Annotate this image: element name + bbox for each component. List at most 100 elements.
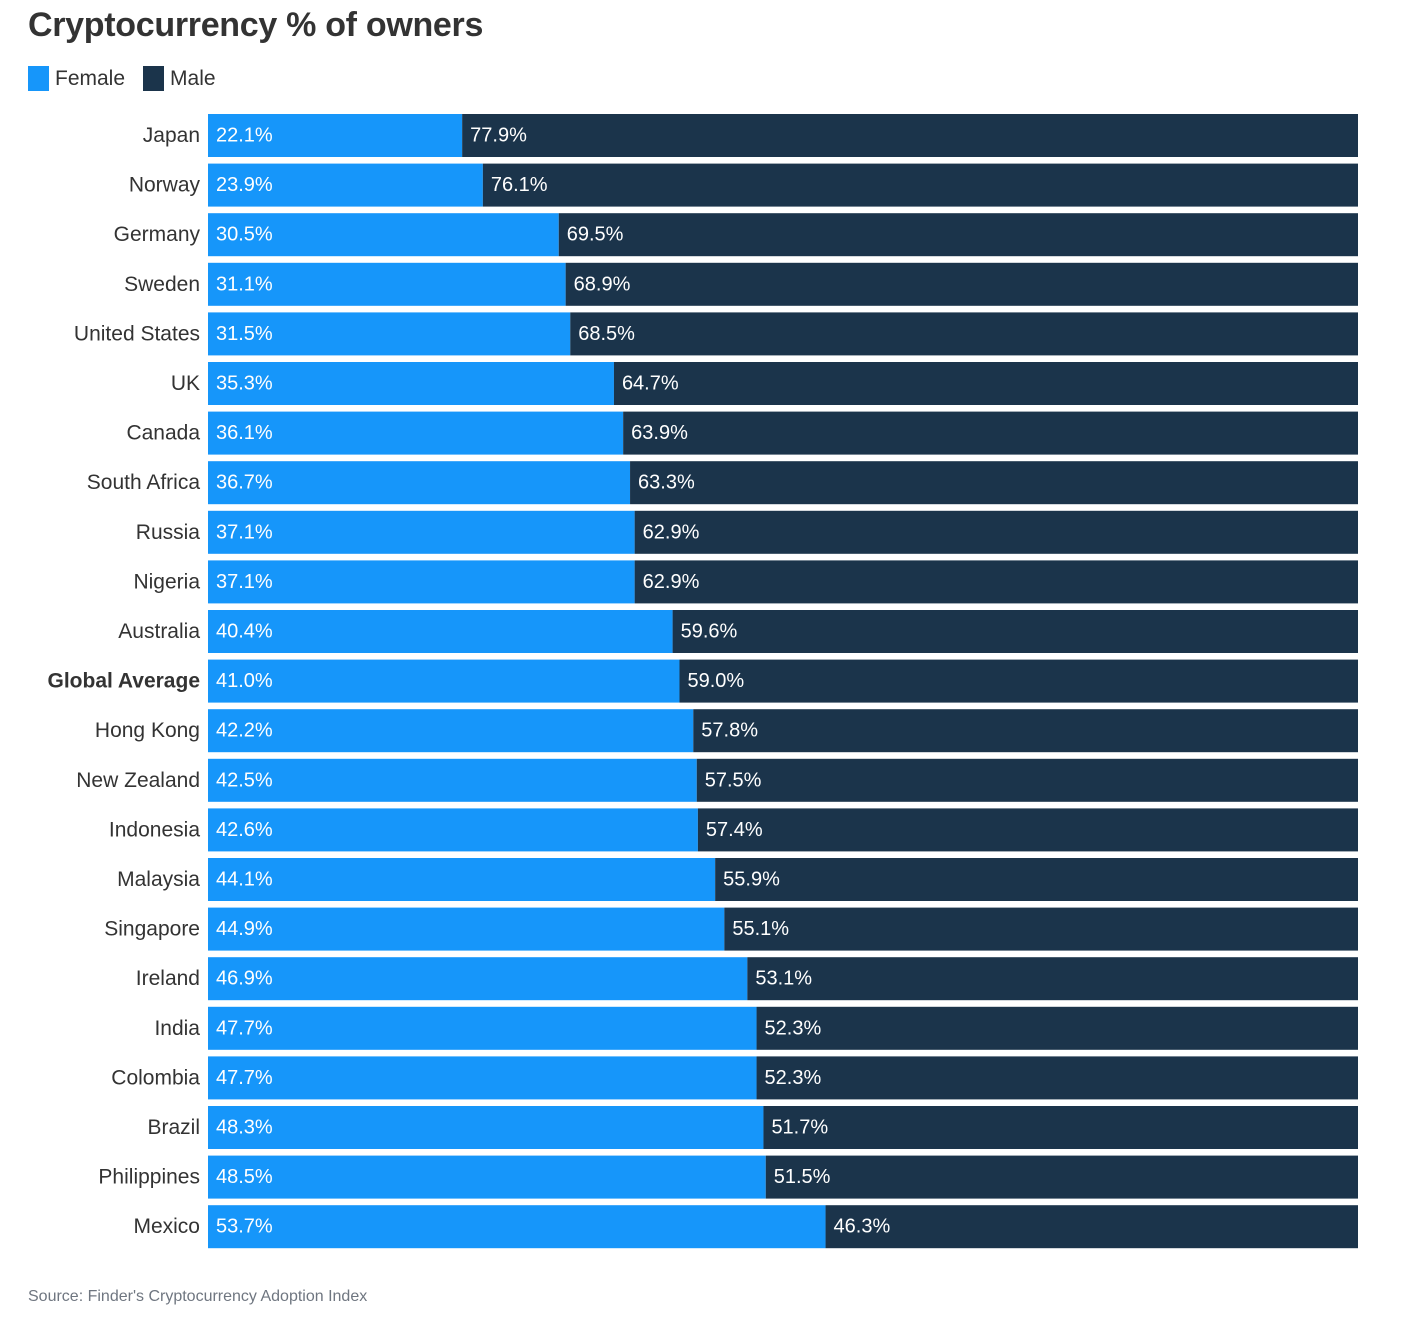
bar-female-south-africa[interactable] [208,461,631,505]
bar-female-norway[interactable] [208,163,483,207]
bar-female-indonesia[interactable] [208,808,698,852]
data-label-male-canada: 63.9% [631,422,688,444]
category-label-japan: Japan [143,124,200,147]
data-label-male-singapore: 55.1% [732,918,789,940]
data-label-female-singapore: 44.9% [216,918,273,940]
data-label-male-philippines: 51.5% [774,1166,831,1188]
data-label-female-south-africa: 36.7% [216,472,273,494]
data-label-female-canada: 36.1% [216,422,273,444]
category-label-global-average: Global Average [48,670,201,693]
legend-label-female: Female [55,66,126,90]
bar-female-new-zealand[interactable] [208,758,697,802]
category-label-hong-kong: Hong Kong [95,719,200,742]
bar-female-brazil[interactable] [208,1106,764,1149]
legend-swatch-female [28,66,49,91]
legend-label-male: Male [170,66,216,90]
bar-female-germany[interactable] [208,213,559,257]
category-label-ireland: Ireland [136,967,200,990]
category-label-philippines: Philippines [98,1166,200,1189]
bar-male-colombia[interactable] [756,1056,1358,1100]
data-label-female-indonesia: 42.6% [216,819,273,841]
bar-female-nigeria[interactable] [208,560,635,604]
data-label-female-nigeria: 37.1% [216,571,273,593]
data-label-male-indonesia: 57.4% [706,819,763,841]
bar-male-united-states[interactable] [570,312,1358,356]
bar-male-norway[interactable] [482,163,1359,207]
data-label-female-japan: 22.1% [216,125,273,147]
data-label-female-malaysia: 44.1% [216,869,273,891]
bar-male-ireland[interactable] [747,957,1358,1001]
data-label-female-uk: 35.3% [216,373,273,395]
legend-item-female[interactable]: Female [28,66,125,91]
data-label-female-global-average: 41.0% [216,670,273,692]
bar-male-new-zealand[interactable] [696,758,1358,802]
data-label-female-mexico: 53.7% [216,1216,273,1238]
data-label-male-uk: 64.7% [622,373,679,395]
data-label-male-mexico: 46.3% [834,1216,891,1238]
bar-female-japan[interactable] [208,114,463,157]
data-label-male-new-zealand: 57.5% [705,769,762,791]
bar-male-global-average[interactable] [679,659,1359,703]
bar-male-indonesia[interactable] [697,808,1358,852]
bar-female-hong-kong[interactable] [208,709,694,753]
bar-male-philippines[interactable] [765,1155,1358,1199]
bar-male-malaysia[interactable] [715,858,1358,901]
bar-female-uk[interactable] [208,362,614,405]
bar-female-malaysia[interactable] [208,858,716,901]
category-label-mexico: Mexico [133,1215,200,1238]
bar-male-mexico[interactable] [825,1205,1358,1249]
bar-male-sweden[interactable] [565,262,1358,306]
data-label-male-nigeria: 62.9% [643,571,700,593]
category-label-brazil: Brazil [147,1116,200,1139]
data-label-female-colombia: 47.7% [216,1067,273,1089]
data-label-male-japan: 77.9% [470,125,527,147]
data-label-female-norway: 23.9% [216,174,273,196]
bar-male-nigeria[interactable] [634,560,1358,604]
bar-male-germany[interactable] [558,213,1358,257]
category-label-colombia: Colombia [111,1066,200,1089]
bar-female-colombia[interactable] [208,1056,757,1100]
bar-female-global-average[interactable] [208,659,680,703]
bar-male-russia[interactable] [634,510,1358,554]
bar-female-singapore[interactable] [208,907,725,951]
bar-female-india[interactable] [208,1006,757,1050]
data-label-male-australia: 59.6% [681,621,738,643]
bar-male-brazil[interactable] [763,1106,1358,1149]
bar-male-hong-kong[interactable] [693,709,1358,753]
legend-item-male[interactable]: Male [143,66,216,91]
bar-female-mexico[interactable] [208,1205,826,1249]
category-label-nigeria: Nigeria [133,570,200,593]
category-label-india: India [154,1017,200,1040]
bar-female-canada[interactable] [208,411,624,455]
data-label-female-australia: 40.4% [216,621,273,643]
bar-male-singapore[interactable] [724,907,1358,951]
category-label-south-africa: South Africa [87,471,201,494]
data-label-female-russia: 37.1% [216,521,273,543]
category-label-singapore: Singapore [104,918,200,941]
bar-male-canada[interactable] [623,411,1358,455]
data-label-male-norway: 76.1% [491,174,548,196]
bar-female-united-states[interactable] [208,312,571,356]
bar-female-australia[interactable] [208,610,673,653]
category-label-russia: Russia [136,521,201,544]
data-label-female-new-zealand: 42.5% [216,769,273,791]
bar-male-australia[interactable] [672,610,1358,653]
category-label-malaysia: Malaysia [117,868,200,891]
data-label-male-global-average: 59.0% [688,670,745,692]
bar-male-uk[interactable] [613,362,1358,405]
bar-female-ireland[interactable] [208,957,748,1001]
data-label-male-sweden: 68.9% [574,273,631,295]
data-label-female-brazil: 48.3% [216,1117,273,1139]
bar-male-india[interactable] [756,1006,1358,1050]
bar-male-japan[interactable] [462,114,1358,157]
data-label-female-philippines: 48.5% [216,1166,273,1188]
bar-male-south-africa[interactable] [630,461,1358,505]
bar-female-philippines[interactable] [208,1155,766,1199]
legend: Female Male [28,66,234,91]
bar-female-russia[interactable] [208,510,635,554]
bar-female-sweden[interactable] [208,262,566,306]
data-label-male-colombia: 52.3% [765,1067,822,1089]
category-label-united-states: United States [74,322,200,345]
data-label-female-united-states: 31.5% [216,323,273,345]
